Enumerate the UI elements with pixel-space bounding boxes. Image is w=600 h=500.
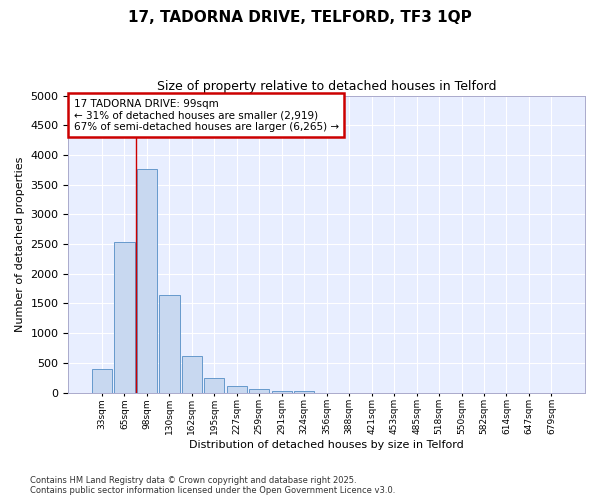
Bar xyxy=(137,168,157,392)
Bar xyxy=(249,389,269,392)
Bar xyxy=(182,356,202,393)
Bar xyxy=(204,378,224,392)
Bar xyxy=(294,391,314,392)
Text: 17 TADORNA DRIVE: 99sqm
← 31% of detached houses are smaller (2,919)
67% of semi: 17 TADORNA DRIVE: 99sqm ← 31% of detache… xyxy=(74,98,338,132)
Bar xyxy=(115,242,134,392)
X-axis label: Distribution of detached houses by size in Telford: Distribution of detached houses by size … xyxy=(190,440,464,450)
Title: Size of property relative to detached houses in Telford: Size of property relative to detached ho… xyxy=(157,80,496,93)
Bar xyxy=(159,294,179,392)
Text: 17, TADORNA DRIVE, TELFORD, TF3 1QP: 17, TADORNA DRIVE, TELFORD, TF3 1QP xyxy=(128,10,472,25)
Bar xyxy=(92,370,112,392)
Y-axis label: Number of detached properties: Number of detached properties xyxy=(15,156,25,332)
Text: Contains HM Land Registry data © Crown copyright and database right 2025.
Contai: Contains HM Land Registry data © Crown c… xyxy=(30,476,395,495)
Bar xyxy=(227,386,247,392)
Bar xyxy=(272,390,292,392)
